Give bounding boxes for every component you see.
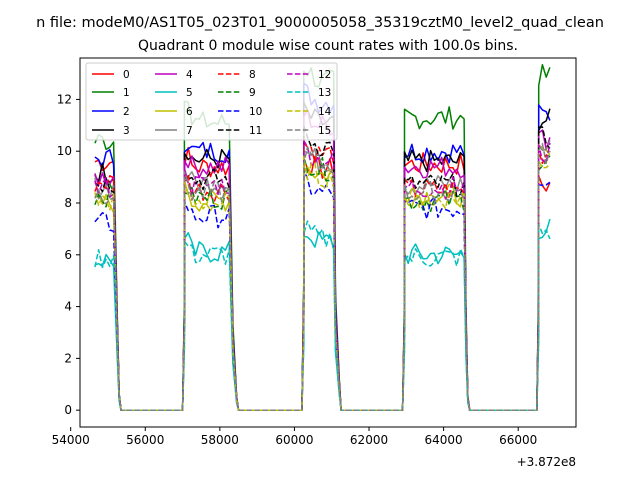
y-tick-label: 10 <box>57 144 72 158</box>
y-tick-label: 0 <box>64 403 72 417</box>
series-line-6 <box>94 144 551 411</box>
series-line-15 <box>94 142 551 411</box>
chart-title: Quadrant 0 module wise count rates with … <box>138 38 518 54</box>
x-tick-label: 66000 <box>499 433 537 447</box>
chart-suptitle: n file: modeM0/AS1T05_023T01_9000005058_… <box>36 15 604 31</box>
legend-label-4: 4 <box>186 69 193 81</box>
legend-label-1: 1 <box>123 87 130 99</box>
legend-frame <box>85 62 338 141</box>
legend-label-0: 0 <box>123 69 130 81</box>
legend-label-8: 8 <box>249 69 256 81</box>
legend-label-7: 7 <box>186 125 193 137</box>
legend-label-3: 3 <box>123 125 130 137</box>
legend-label-15: 15 <box>318 125 331 137</box>
y-tick-label: 8 <box>64 196 72 210</box>
legend-label-6: 6 <box>186 106 193 118</box>
x-tick-label: 64000 <box>425 433 463 447</box>
series-line-10 <box>94 169 551 411</box>
series-line-8 <box>94 142 551 411</box>
legend-label-12: 12 <box>318 69 331 81</box>
y-axis: 0 2 4 6 8 10 12 <box>57 92 80 417</box>
x-tick-label: 56000 <box>126 433 164 447</box>
legend-label-9: 9 <box>249 87 256 99</box>
series-line-13 <box>94 220 551 411</box>
plot-area <box>94 63 551 411</box>
legend-label-5: 5 <box>186 87 193 99</box>
series-line-5 <box>94 218 551 411</box>
x-axis: 54000 56000 58000 60000 62000 64000 66000 <box>52 427 537 447</box>
y-tick-label: 2 <box>64 351 72 365</box>
legend-label-2: 2 <box>123 106 130 118</box>
legend-label-10: 10 <box>249 106 262 118</box>
x-tick-label: 58000 <box>201 433 239 447</box>
series-line-12 <box>94 139 551 411</box>
legend-label-13: 13 <box>318 87 331 99</box>
x-tick-label: 60000 <box>275 433 313 447</box>
x-axis-offset-label: +3.872e8 <box>517 455 576 469</box>
legend-label-14: 14 <box>318 106 332 118</box>
series-line-14 <box>94 155 551 411</box>
axes-frame <box>79 57 577 428</box>
y-tick-label: 4 <box>64 300 72 314</box>
series-line-9 <box>94 154 551 411</box>
y-tick-label: 12 <box>57 92 72 106</box>
series-line-3 <box>94 101 551 411</box>
y-tick-label: 6 <box>64 248 72 262</box>
x-tick-label: 62000 <box>350 433 388 447</box>
x-tick-label: 54000 <box>52 433 90 447</box>
legend-label-11: 11 <box>249 125 262 137</box>
series-line-7 <box>94 139 551 411</box>
series-line-0 <box>94 146 551 411</box>
